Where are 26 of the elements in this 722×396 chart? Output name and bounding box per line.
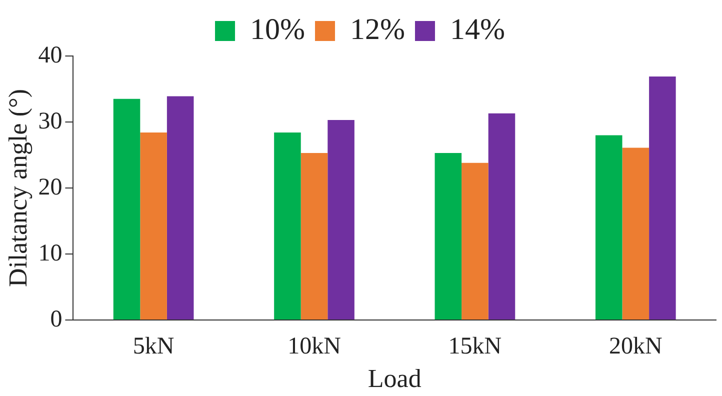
bar (434, 153, 462, 320)
x-tick-label: 15kN (448, 334, 502, 360)
bar (622, 148, 650, 320)
bar (328, 120, 354, 320)
legend-label: 14% (450, 12, 505, 46)
x-tick-label: 10kN (288, 334, 341, 360)
bar (140, 132, 167, 320)
y-tick-label: 0 (50, 306, 62, 332)
bar (595, 135, 622, 320)
y-tick-label: 40 (38, 42, 62, 68)
x-tick-label: 5kN (132, 334, 174, 360)
y-axis-title: Dilatancy angle (°) (3, 88, 32, 288)
bar (488, 113, 516, 320)
bar (113, 98, 140, 320)
y-tick-label: 30 (38, 108, 62, 134)
x-axis-title: Load (368, 364, 422, 394)
bar (166, 96, 194, 320)
y-tick-label: 10 (38, 240, 62, 266)
bar (649, 76, 676, 320)
x-tick-label: 20kN (608, 334, 662, 360)
legend-label: 12% (350, 12, 406, 46)
legend-label: 10% (250, 12, 306, 46)
bar (274, 132, 301, 320)
bar (300, 153, 328, 320)
bar (462, 162, 488, 320)
y-tick-label: 20 (38, 174, 62, 200)
